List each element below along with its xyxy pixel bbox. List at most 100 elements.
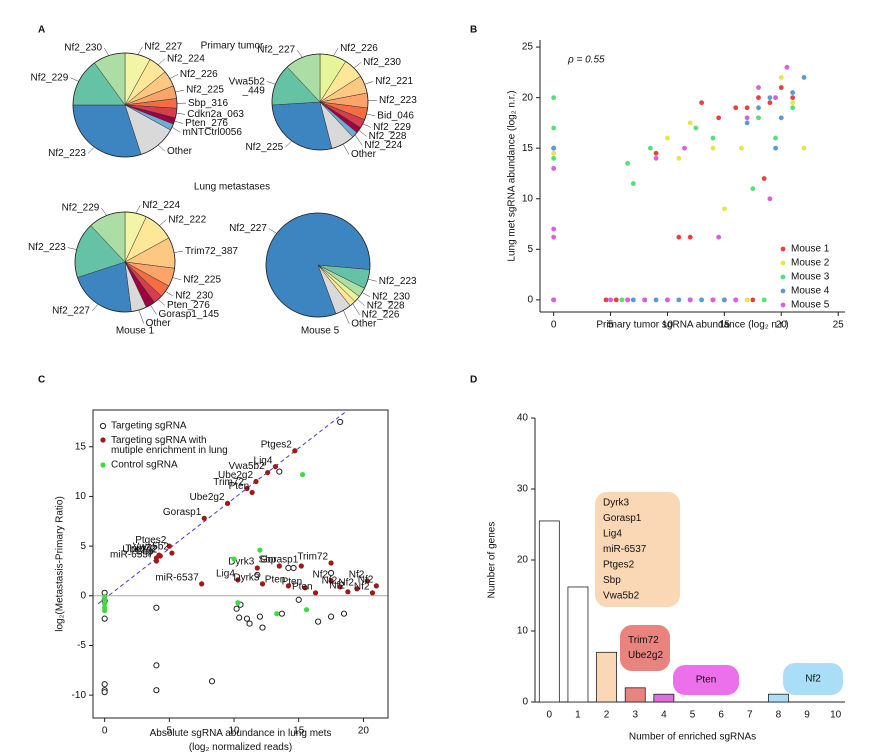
gene-name: Ube2g2 [628, 650, 663, 661]
leader-line [354, 134, 363, 146]
point [778, 75, 784, 80]
point [153, 558, 159, 564]
slice-label: Nf2_228 [367, 300, 405, 311]
point [254, 571, 261, 579]
point [285, 564, 292, 572]
point [328, 560, 334, 566]
point [551, 125, 557, 131]
y-tick-label: 10 [522, 193, 534, 204]
leader-line [157, 58, 166, 66]
slice-label: Pten_276 [167, 300, 210, 311]
point [647, 145, 653, 151]
point [551, 234, 557, 240]
point [302, 585, 308, 591]
point [625, 297, 631, 303]
panel-letter: D [470, 375, 477, 386]
slice-label: Vwa5b2 _449 [229, 76, 266, 96]
y-tick-label: 0 [527, 295, 533, 306]
point [625, 160, 631, 166]
slice-label: Nf2_227 [144, 42, 182, 53]
point [102, 596, 108, 602]
x-tick-label: 10 [662, 320, 674, 331]
legend-label: Mouse 2 [791, 258, 830, 269]
point [244, 485, 250, 492]
x-axis-label: Primary tumor sgRNA abundance (log₂ n.r.… [596, 320, 788, 331]
point [276, 563, 282, 569]
x-tick-label: 1 [575, 710, 581, 721]
point [254, 565, 260, 571]
x-tick-label: 0 [102, 726, 108, 737]
point [101, 615, 108, 622]
leader-line [342, 143, 350, 155]
point [778, 85, 784, 90]
plot-frame [92, 409, 389, 719]
point [298, 563, 304, 569]
slice-label: mNTCtrl0056 [182, 127, 242, 138]
y-tick-label: 30 [517, 484, 529, 495]
slice-label: Other [351, 149, 377, 160]
point [345, 589, 351, 595]
point [278, 610, 286, 617]
bar [538, 520, 560, 703]
slice-label: Nf2_226 [340, 43, 378, 54]
leader-line [296, 49, 303, 58]
y-axis-label: log₂(Metastasis-Primary Ratio) [55, 496, 66, 632]
point [551, 150, 557, 156]
point [687, 297, 693, 303]
bar [596, 651, 618, 703]
point-label: Ptges2 [261, 439, 293, 450]
leader-line [138, 309, 144, 324]
gene-name: Gorasp1 [603, 513, 642, 524]
point [256, 613, 264, 620]
x-tick-label: 8 [776, 710, 782, 721]
leader-line [157, 299, 166, 306]
point [699, 100, 705, 106]
gene-name: Lig4 [603, 529, 622, 540]
legend-marker [100, 437, 106, 443]
annotation: ρ = 0.55 [567, 55, 605, 66]
legend-label: Control sgRNA [111, 460, 178, 471]
point [801, 75, 807, 80]
point [257, 547, 263, 553]
leader-line [358, 130, 367, 137]
x-tick-label: 5 [608, 320, 614, 331]
point [235, 600, 241, 606]
point [327, 569, 335, 577]
pie-outline [72, 52, 178, 158]
point-label: Nf2 [349, 570, 365, 581]
point [259, 581, 266, 587]
point-label: Ptges2 [135, 535, 167, 546]
legend-marker [780, 274, 786, 280]
point [551, 145, 557, 151]
point-label: Trim72 [125, 544, 156, 555]
point [761, 297, 767, 303]
slice-label: Nf2_229 [62, 203, 100, 214]
legend-marker [100, 462, 106, 468]
point-label: Lig4 [254, 455, 273, 466]
point-label: Nf2 [322, 575, 338, 586]
leader-line [175, 89, 185, 93]
point [276, 468, 283, 475]
point-label: Pten [265, 574, 286, 585]
slice-label: Pten_276 [185, 118, 228, 129]
point [744, 105, 750, 111]
y-tick-label: 20 [522, 92, 534, 103]
point-label: miR-6537 [155, 573, 199, 584]
slice-label: Nf2_223 [379, 95, 417, 106]
x-tick-label: 7 [747, 710, 753, 721]
point [337, 418, 344, 426]
point [290, 564, 297, 572]
point [259, 624, 266, 631]
point [233, 605, 240, 612]
point [274, 611, 280, 617]
y-tick-label: 10 [517, 626, 529, 637]
x-tick-label: 2 [604, 710, 610, 721]
point [693, 125, 699, 131]
x-tick-label: 5 [690, 710, 696, 721]
slice-label: Nf2_223 [28, 242, 66, 253]
y-tick-label: 25 [522, 42, 534, 53]
leader-line [87, 146, 95, 154]
leader-line [101, 207, 107, 216]
point [773, 145, 778, 151]
point [653, 155, 659, 161]
